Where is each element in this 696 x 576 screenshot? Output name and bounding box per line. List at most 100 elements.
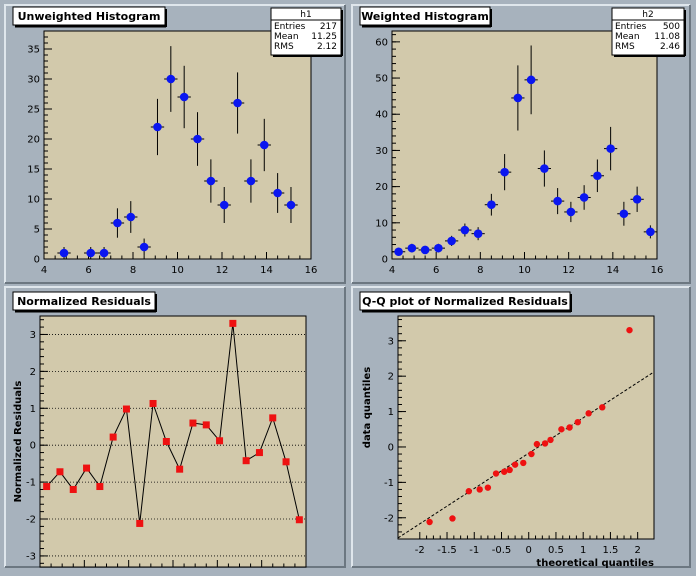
data-point [553, 196, 562, 206]
data-point [86, 248, 96, 258]
plot-frame [39, 315, 307, 568]
y-tick-label: 30 [375, 146, 388, 157]
panel-1: 4 6 8 10 12 14 16 0 5 10 15 20 25 30 35 Unweighted Hist… [4, 4, 346, 284]
data-point [166, 74, 176, 84]
x-tick-label: 6 [85, 265, 91, 276]
data-point [286, 200, 296, 210]
data-point [585, 410, 592, 417]
data-point [511, 461, 519, 468]
x-tick-label: 12 [216, 265, 229, 276]
data-point [540, 164, 549, 173]
stats-value: 11.08 [654, 32, 680, 42]
pad-border-light [351, 4, 690, 283]
x-tick-label: 14 [606, 265, 619, 276]
x-tick-label: 1.5 [602, 545, 618, 556]
data-point [233, 98, 242, 108]
y-tick-label: 0 [30, 441, 36, 452]
data-point [83, 464, 91, 472]
data-point [473, 229, 483, 238]
data-point [136, 519, 144, 527]
data-point [528, 450, 535, 458]
data-point [547, 436, 554, 444]
stats-value: 2.46 [660, 42, 680, 52]
pad-border-dark [352, 287, 691, 568]
stats-value: 500 [663, 22, 680, 32]
data-point [259, 140, 269, 150]
x-tick-label: 2 [634, 545, 640, 556]
y-tick-label: 0 [382, 255, 388, 266]
x-tick-label: 16 [651, 265, 664, 276]
data-point [242, 457, 250, 465]
data-point [574, 418, 581, 426]
y-tick-label: -2 [26, 515, 36, 526]
data-point [506, 466, 513, 474]
data-point [526, 75, 536, 85]
stats-label: Mean [615, 32, 640, 42]
data-point [255, 449, 263, 457]
data-point [476, 486, 483, 493]
data-point [229, 319, 237, 327]
y-tick-label: 2 [388, 372, 394, 383]
data-point [465, 488, 473, 495]
y-tick-label: 30 [27, 75, 40, 86]
x-tick-label: 8 [130, 265, 136, 276]
data-point [426, 518, 433, 526]
data-point [447, 236, 456, 246]
y-tick-label: 10 [375, 218, 388, 229]
data-point [533, 440, 541, 448]
data-point [599, 404, 606, 411]
pad-border-light [351, 286, 690, 567]
data-point [619, 209, 629, 219]
data-point [219, 200, 229, 210]
y-tick-label: 0 [34, 255, 40, 266]
data-point [487, 200, 496, 210]
y-axis-label: data quantiles [362, 367, 373, 448]
stats-value: 217 [320, 22, 337, 32]
data-point [56, 468, 64, 476]
data-point [593, 171, 602, 181]
x-tick-label: 14 [260, 265, 273, 276]
data-point [434, 243, 443, 253]
chart-title: Q-Q plot of Normalized Residuals [362, 295, 568, 308]
y-tick-label: 10 [27, 195, 40, 206]
y-tick-label: 40 [375, 110, 388, 121]
data-point [513, 93, 523, 103]
x-tick-label: 12 [562, 265, 575, 276]
x-tick-label: 16 [305, 265, 318, 276]
data-point [420, 245, 430, 255]
data-point [96, 483, 104, 491]
data-point [460, 225, 470, 235]
y-axis-label: Normalized Residuals [13, 381, 24, 503]
data-point [179, 92, 189, 102]
stats-label: RMS [615, 42, 635, 52]
data-point [501, 468, 508, 475]
data-point [126, 212, 136, 222]
plot-frame [397, 315, 655, 540]
data-point [626, 326, 633, 334]
pad-border-dark [352, 5, 691, 284]
y-tick-label: -1 [26, 478, 36, 489]
x-tick-label: -2 [415, 545, 425, 556]
y-tick-label: -1 [384, 478, 394, 489]
stats-value: 2.12 [317, 42, 337, 52]
data-point [246, 176, 256, 186]
data-point [566, 207, 576, 217]
pad-border-light [4, 286, 345, 567]
x-tick-label: 0 [526, 545, 532, 556]
data-point [122, 405, 130, 413]
y-tick-label: 5 [34, 225, 40, 236]
data-point [149, 399, 157, 407]
data-point [139, 242, 149, 252]
data-point [273, 188, 282, 198]
data-point [558, 426, 565, 433]
pad-border-dark [5, 5, 346, 284]
data-point [394, 247, 403, 257]
stats-box [611, 7, 685, 56]
data-point [109, 433, 117, 441]
y-tick-label: 0 [388, 442, 394, 453]
y-tick-label: 15 [27, 165, 40, 176]
x-tick-label: 6 [433, 265, 439, 276]
data-point [69, 485, 77, 493]
